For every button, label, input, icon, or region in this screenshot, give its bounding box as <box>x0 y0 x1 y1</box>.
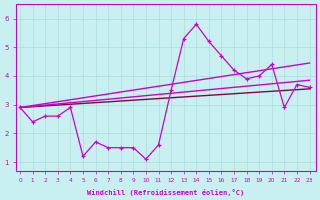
X-axis label: Windchill (Refroidissement éolien,°C): Windchill (Refroidissement éolien,°C) <box>87 189 245 196</box>
